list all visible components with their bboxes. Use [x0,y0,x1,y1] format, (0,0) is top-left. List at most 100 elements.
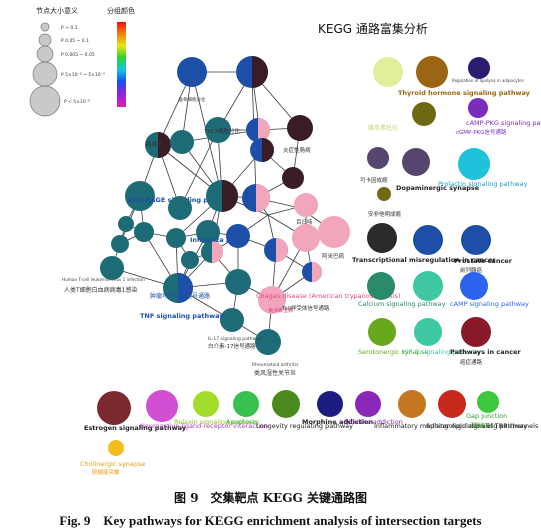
node-rheumatoid-arthritis[interactable]: Rheumatoid arthritis 类风湿性关节炎 [252,329,299,377]
svg-text:Thyroid hormone signaling path: Thyroid hormone signaling pathway [398,89,531,97]
node-hif-1[interactable]: HIF-1 signaling pathway [402,318,481,356]
svg-text:Regulation of lipolysis in adi: Regulation of lipolysis in adipocytes [452,78,524,83]
node-pathway-teal-f[interactable] [225,269,251,295]
figure-title: KEGG 通路富集分析 [318,21,428,36]
node-estrogen-signaling[interactable]: Estrogen signaling pathway [84,391,187,432]
svg-text:Calcium signaling pathway: Calcium signaling pathway [358,300,446,308]
size-legend-label-2: P 0.05 ~ 0.1 [61,38,89,44]
node-malaria[interactable] [292,224,320,252]
node-herpes-simplex[interactable] [242,184,270,212]
svg-text:胰岛素抵抗: 胰岛素抵抗 [368,124,398,132]
node-fluid-shear-stress[interactable] [413,271,443,301]
size-legend-label-4: P 5×10⁻⁸ ~ 5×10⁻³ [61,72,105,78]
node-tuberculosis[interactable] [170,130,194,154]
node-neuroactive-ligand[interactable]: Neuroactive ligand-receptor interaction [140,390,268,430]
node-sphingolipid[interactable]: Sphingolipid signaling pathway [426,390,528,430]
svg-text:Inflammatory mediator regulati: Inflammatory mediator regulation of TRP … [374,422,539,430]
node-transcriptional-misregulation[interactable]: Transcriptional misregulation in cancer [352,223,496,264]
node-osteoclast-differentiation[interactable]: 破骨细胞分化 [177,57,207,103]
svg-text:Sphingolipid signaling pathway: Sphingolipid signaling pathway [426,422,528,430]
color-legend-title: 分组颜色 [107,6,135,15]
label-chagas: Chagas disease (American trypanosomiasis… [256,292,400,300]
node-t-cell-receptor[interactable] [264,238,288,262]
node-relaxin[interactable]: Relaxin signaling pathway [174,391,259,426]
node-cholinergic-synapse[interactable]: Cholinergic synapse 胆碱能突触 [80,440,145,476]
node-inflammatory-bowel-disease[interactable] [287,115,313,141]
node-rheumatoid-arthritis-small[interactable] [166,228,186,248]
svg-text:安非他明成瘾: 安非他明成瘾 [368,210,402,218]
node-chagas-disease[interactable] [258,286,286,314]
node-thyroid-hormone[interactable]: Thyroid hormone signaling pathway [398,56,531,97]
node-longevity[interactable]: Longevity regulating pathway [256,390,353,430]
svg-text:破骨细胞分化: 破骨细胞分化 [179,96,206,103]
node-measles[interactable] [246,118,270,142]
node-tnf-signaling[interactable] [163,273,193,303]
node-pathway-teal-d[interactable] [181,251,199,269]
color-legend: 分组颜色 [107,6,135,107]
node-hepatitis-c[interactable] [205,117,231,143]
node-proteoglycans[interactable] [413,225,443,255]
svg-text:Neuroactive ligand-receptor in: Neuroactive ligand-receptor interaction [140,422,268,430]
svg-text:癌症通路: 癌症通路 [460,358,483,366]
node-influenza-a[interactable] [206,180,238,212]
label-human-t-cell: Human T-cell leukemia virus 1 infection [62,277,145,282]
svg-text:Cholinergic synapse: Cholinergic synapse [80,460,145,468]
node-insulin-resistance[interactable]: 胰岛素抵抗 [368,57,403,132]
node-amphetamine[interactable]: 安非他明成瘾 [368,187,402,218]
svg-text:Pathways in cancer: Pathways in cancer [450,348,522,356]
size-legend-title: 节点大小意义 [36,6,78,15]
svg-text:前列腺癌: 前列腺癌 [460,266,483,274]
node-apoptosis[interactable]: Apoptosis [226,391,259,426]
figure-caption-chinese: 图 9 交集靶点 KEGG 关键通路图 [174,491,367,505]
node-nicotine-addiction[interactable]: Nicotine addiction [344,391,403,426]
node-calcium-signaling[interactable]: Calcium signaling pathway [358,272,446,308]
node-cgmp-pkg[interactable]: cAMP-PKG signaling pathway cGMP-PKG信号通路 [456,98,541,136]
node-pancreatic-cancer[interactable] [145,132,171,158]
node-human-t-cell-leukemia[interactable] [100,256,124,280]
node-th17-cell-differentiation[interactable] [236,56,268,88]
node-viral-protein-interaction[interactable] [250,138,274,162]
node-prolactin[interactable]: Prolactin signaling pathway [438,148,528,188]
node-pathway-pink-small[interactable] [302,262,322,282]
svg-text:cAMP signaling pathway: cAMP signaling pathway [450,300,529,308]
label-chagas-cn: 美洲锥虫病 [268,307,293,314]
svg-text:cGMP-PKG信号通路: cGMP-PKG信号通路 [456,128,507,136]
label-th17-cn: Th17细胞分化 [203,127,240,135]
svg-text:类风湿性关节炎: 类风湿性关节炎 [254,369,296,377]
node-pathway-teal-a[interactable] [134,222,154,242]
svg-text:Relaxin signaling pathway: Relaxin signaling pathway [174,418,259,426]
svg-text:Rheumatoid arthritis: Rheumatoid arthritis [252,362,299,368]
node-leishmaniasis[interactable] [282,167,304,189]
node-toll-like-receptor[interactable] [226,224,250,248]
svg-text:Serotonergic synapse: Serotonergic synapse [358,348,428,356]
node-gap-junction[interactable]: Gap junction 间隙连接 [466,391,507,429]
node-node-olive-upper[interactable] [412,102,436,126]
label-pancreatic-cn: 胰腺癌 [146,140,163,148]
node-pathway-teal-e[interactable] [201,241,223,263]
node-dopaminergic-synapse[interactable]: Dopaminergic synapse [396,148,480,192]
svg-text:Prostate cancer: Prostate cancer [454,257,513,265]
size-legend-marker-3 [36,45,54,63]
node-hepatitis-b[interactable] [168,196,192,220]
label-influenza-a: Influenza A [190,236,231,244]
node-pathways-in-cancer[interactable]: Pathways in cancer 癌症通路 [450,317,522,366]
figure-caption-english: Fig. 9 Key pathways for KEGG enrichment … [59,513,482,528]
node-inflammatory-mediator-trp[interactable]: Inflammatory mediator regulation of TRP … [374,390,539,430]
node-serotonergic[interactable]: Serotonergic synapse [358,318,428,356]
node-pertussis[interactable] [294,193,318,217]
node-amoebiasis[interactable] [318,216,350,248]
svg-text:HIF-1 signaling pathway: HIF-1 signaling pathway [402,348,481,356]
svg-text:Apoptosis: Apoptosis [226,418,258,426]
node-pathway-teal-b[interactable] [118,216,134,232]
node-regulation-of-lipolysis[interactable]: Regulation of lipolysis in adipocytes [452,57,524,83]
svg-text:Morphine addiction: Morphine addiction [302,418,374,426]
node-il17-signaling[interactable] [220,308,244,332]
label-tnf: TNF signaling pathway [140,312,224,320]
node-cocaine-addiction[interactable]: 可卡因成瘾 [360,147,389,184]
node-pathway-teal-c[interactable] [111,235,129,253]
node-morphine-addiction[interactable]: Morphine addiction [302,391,374,426]
node-prostate-cancer[interactable]: Prostate cancer 前列腺癌 [454,225,513,274]
node-camp-signaling[interactable]: cAMP signaling pathway [450,272,529,308]
size-legend-marker-1 [40,22,50,32]
node-nf-kappa-b[interactable] [196,220,220,244]
